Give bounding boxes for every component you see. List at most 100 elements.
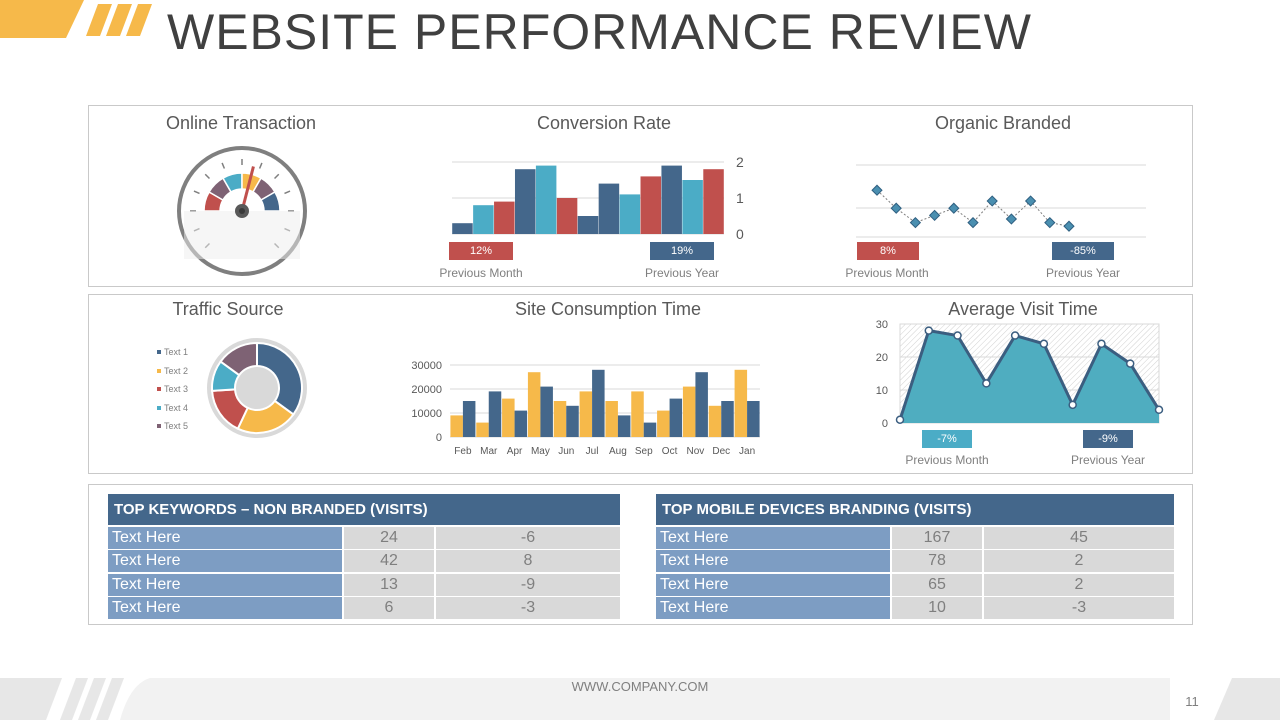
table-cell-label: Text Here bbox=[656, 550, 890, 572]
consumption-bar bbox=[502, 398, 515, 437]
visit-point bbox=[1068, 400, 1077, 410]
consumption-bar bbox=[617, 415, 631, 437]
conversion-month-caption: Previous Month bbox=[439, 266, 523, 280]
table-cell-value: 42 bbox=[344, 550, 434, 572]
average-visit-chart: 0 10 20 30 bbox=[876, 319, 1164, 430]
legend-label: Text 2 bbox=[164, 365, 189, 376]
page-number: 11 bbox=[1185, 694, 1199, 709]
y-tick-label: 20 bbox=[876, 352, 888, 364]
legend-label: Text 3 bbox=[164, 384, 189, 395]
legend-item: Text 3 bbox=[157, 380, 217, 399]
y-tick-label: 30000 bbox=[411, 360, 442, 372]
legend-item: Text 4 bbox=[157, 399, 217, 418]
organic-month-caption: Previous Month bbox=[845, 266, 929, 280]
consumption-bar bbox=[488, 391, 502, 437]
legend-item: Text 2 bbox=[157, 362, 217, 381]
consumption-bar bbox=[566, 405, 579, 437]
donut-slice bbox=[219, 341, 258, 377]
organic-point bbox=[928, 209, 941, 222]
table-cell-change: -6 bbox=[436, 526, 620, 549]
conversion-month-badge: 12% bbox=[449, 242, 513, 260]
consumption-bar bbox=[747, 401, 760, 437]
conversion-bar bbox=[619, 194, 641, 234]
consumption-bar bbox=[605, 401, 618, 437]
site-consumption-title: Site Consumption Time bbox=[514, 299, 702, 319]
organic-point bbox=[1024, 195, 1037, 207]
consumption-bar bbox=[631, 391, 644, 437]
consumption-bar bbox=[476, 422, 489, 437]
traffic-source-donut bbox=[207, 338, 307, 438]
conversion-bar bbox=[494, 201, 515, 234]
gauge-needle bbox=[240, 166, 255, 212]
table-cell-label: Text Here bbox=[656, 597, 890, 619]
y-tick-label: 2 bbox=[736, 154, 744, 170]
visit-line bbox=[898, 328, 1161, 421]
footer-url[interactable]: WWW.COMPANY.COM bbox=[571, 679, 709, 694]
gauge-tick bbox=[258, 162, 263, 169]
conversion-bar bbox=[682, 180, 703, 234]
table-cell-label: Text Here bbox=[108, 573, 342, 596]
gauge-tick bbox=[273, 173, 280, 180]
conversion-year-badge: 19% bbox=[650, 242, 714, 260]
table-cell-change: 45 bbox=[984, 526, 1174, 549]
consumption-bar bbox=[553, 401, 567, 437]
legend-swatch bbox=[157, 424, 161, 429]
header-decoration bbox=[0, 0, 152, 38]
consumption-bar bbox=[695, 372, 708, 437]
organic-point bbox=[890, 202, 902, 214]
conversion-bar bbox=[473, 205, 494, 234]
visit-point bbox=[924, 326, 934, 335]
conversion-rate-title: Conversion Rate bbox=[536, 113, 672, 133]
x-tick-label: Aug bbox=[609, 446, 627, 457]
top-mobile-table: TOP MOBILE DEVICES BRANDING (VISITS) Tex… bbox=[656, 494, 1174, 619]
table-cell-label: Text Here bbox=[656, 526, 890, 549]
legend-label: Text 1 bbox=[164, 347, 189, 358]
consumption-bar bbox=[462, 401, 476, 437]
y-tick-label: 10 bbox=[876, 385, 888, 397]
visit-point bbox=[982, 379, 991, 388]
footer-decoration bbox=[0, 678, 1280, 720]
table-cell-value: 24 bbox=[344, 526, 434, 549]
table-cell-value: 167 bbox=[892, 526, 982, 549]
visit-point bbox=[1039, 339, 1049, 349]
gauge-tick bbox=[284, 190, 291, 195]
table-cell-label: Text Here bbox=[108, 597, 342, 619]
site-consumption-chart: 0 10000 20000 30000 Feb Mar Apr May Jun Jul Aug Sep… bbox=[411, 360, 760, 457]
table-cell-value: 78 bbox=[892, 550, 982, 572]
organic-branded-title: Organic Branded bbox=[934, 113, 1072, 133]
conversion-bar bbox=[598, 183, 620, 234]
table-cell-change: -9 bbox=[436, 573, 620, 596]
table-cell-value: 10 bbox=[892, 597, 982, 619]
consumption-bar bbox=[708, 405, 722, 437]
organic-point bbox=[1063, 220, 1075, 232]
consumption-bar bbox=[657, 410, 670, 437]
speedometer-gauge-icon bbox=[177, 146, 307, 276]
visit-point bbox=[895, 415, 905, 424]
conversion-bar bbox=[577, 216, 599, 234]
conversion-bar bbox=[514, 169, 536, 234]
conversion-bar bbox=[452, 223, 473, 234]
y-tick-label: 0 bbox=[436, 432, 442, 444]
table-cell-label: Text Here bbox=[108, 550, 342, 572]
x-tick-label: Jan bbox=[739, 446, 755, 457]
visit-point bbox=[1154, 405, 1164, 415]
x-tick-label: Apr bbox=[507, 446, 523, 457]
conversion-rate-chart: 0 1 2 bbox=[452, 154, 744, 240]
organic-month-badge: 8% bbox=[857, 242, 919, 260]
table-row: Text Here 10 -3 bbox=[656, 597, 1174, 619]
legend-item: Text 5 bbox=[157, 417, 217, 436]
visit-point bbox=[1125, 359, 1135, 368]
legend-swatch bbox=[157, 368, 161, 373]
consumption-bar bbox=[734, 369, 748, 437]
visit-point bbox=[1010, 331, 1020, 340]
conversion-bar bbox=[535, 165, 557, 234]
legend-label: Text 5 bbox=[164, 421, 189, 432]
consumption-bar bbox=[450, 415, 463, 437]
x-tick-label: Sep bbox=[635, 446, 653, 457]
table-cell-value: 6 bbox=[344, 597, 434, 619]
organic-point bbox=[986, 195, 998, 207]
traffic-source-title: Traffic Source bbox=[172, 299, 284, 319]
visit-month-caption: Previous Month bbox=[905, 453, 989, 467]
table-row: Text Here 13 -9 bbox=[108, 573, 620, 596]
organic-point bbox=[909, 216, 922, 229]
